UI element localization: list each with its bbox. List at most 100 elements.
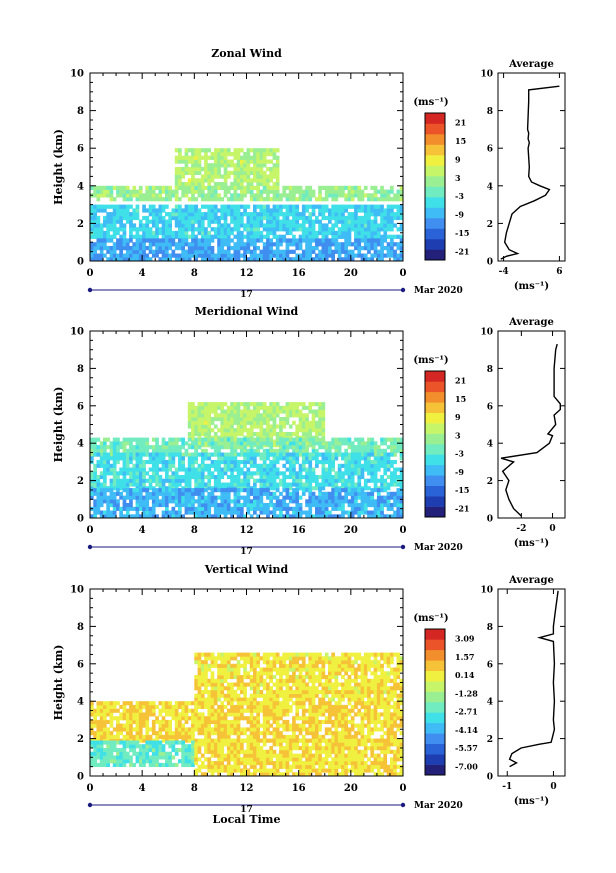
heatmap-cell — [210, 227, 215, 232]
heatmap-cell — [226, 163, 231, 168]
heatmap-cell — [246, 215, 251, 221]
heatmap-cell — [200, 475, 205, 480]
heatmap-cell — [357, 227, 362, 232]
heatmap-cell — [295, 456, 300, 461]
heatmap-cell — [168, 456, 172, 461]
heatmap-cell — [246, 170, 251, 175]
profile-y-tick-label: 10 — [480, 328, 493, 338]
heatmap-cell — [246, 227, 251, 232]
heatmap-cell — [301, 448, 306, 453]
heatmap-cell — [262, 253, 267, 258]
heatmap-cell — [380, 686, 384, 691]
heatmap-cell — [204, 152, 208, 157]
colorbar-swatch — [425, 123, 445, 135]
heatmap-cell — [236, 219, 241, 224]
heatmap-cell — [243, 675, 247, 680]
heatmap-cell — [390, 197, 394, 202]
heatmap-cell — [155, 234, 159, 239]
heatmap-cell — [301, 197, 306, 202]
heatmap-cell — [90, 445, 94, 450]
heatmap-cell — [285, 432, 290, 437]
heatmap-cell — [200, 417, 205, 422]
heatmap-cell — [197, 253, 202, 258]
heatmap-cell — [341, 514, 345, 519]
heatmap-cell — [396, 467, 401, 472]
heatmap-cell — [217, 227, 221, 232]
heatmap-cell — [350, 499, 355, 504]
heatmap-cell — [217, 219, 221, 224]
heatmap-cell — [213, 424, 218, 429]
heatmap-cell — [253, 506, 257, 511]
heatmap-cell — [161, 257, 166, 262]
heatmap-cell — [285, 402, 290, 407]
heatmap-cell — [321, 682, 326, 687]
heatmap-cell — [324, 441, 329, 446]
heatmap-cell — [266, 686, 270, 691]
heatmap-cell — [197, 690, 202, 695]
heatmap-cell — [210, 215, 215, 221]
heatmap-cell — [155, 242, 159, 247]
heatmap-cell — [217, 159, 221, 164]
heatmap-cell — [129, 246, 133, 251]
heatmap-cell — [181, 499, 185, 504]
heatmap-cell — [308, 215, 313, 221]
heatmap-cell — [223, 693, 228, 698]
heatmap-cell — [275, 170, 280, 175]
heatmap-cell — [311, 417, 316, 422]
heatmap-cell — [236, 204, 241, 209]
heatmap-cell — [243, 693, 247, 698]
heatmap-cell — [220, 686, 225, 691]
heatmap-cell — [253, 163, 257, 168]
heatmap-cell — [399, 499, 404, 504]
heatmap-cell — [363, 227, 368, 232]
heatmap-cell — [396, 506, 401, 511]
heatmap-cell — [112, 486, 117, 491]
heatmap-cell — [243, 690, 247, 695]
heatmap-cell — [350, 204, 355, 209]
heatmap-cell — [197, 491, 202, 496]
heatmap-cell — [220, 420, 225, 425]
heatmap-cell — [191, 249, 195, 254]
heatmap-cell — [272, 402, 277, 407]
heatmap-cell — [210, 155, 215, 160]
heatmap-cell — [200, 697, 205, 702]
x-tick-label: 4 — [139, 268, 146, 279]
heatmap-cell — [301, 402, 306, 407]
heatmap-cell — [367, 441, 371, 446]
heatmap-cell — [99, 460, 104, 465]
heatmap-cell — [360, 675, 365, 680]
heatmap-cell — [376, 234, 381, 239]
heatmap-cell — [390, 460, 394, 465]
heatmap-cell — [200, 690, 205, 695]
heatmap-cell — [399, 204, 404, 209]
heatmap-cell — [363, 675, 368, 680]
heatmap-cell — [350, 448, 355, 453]
heatmap-cell — [331, 663, 335, 668]
heatmap-cell — [259, 249, 264, 254]
heatmap-cell — [383, 197, 388, 202]
heatmap-cell — [253, 499, 257, 504]
heatmap-cell — [383, 488, 388, 493]
heatmap-cell — [148, 185, 153, 190]
heatmap-cell — [125, 478, 130, 483]
heatmap-cell — [393, 437, 397, 442]
heatmap-cell — [217, 656, 221, 661]
heatmap-cell — [145, 514, 150, 519]
heatmap-cell — [370, 242, 375, 247]
heatmap-cell — [109, 495, 114, 500]
heatmap-cell — [298, 197, 303, 202]
heatmap-cell — [103, 471, 107, 476]
heatmap-cell — [161, 223, 166, 228]
heatmap-cell — [321, 249, 326, 254]
heatmap-cell — [99, 246, 104, 251]
heatmap-cell — [223, 189, 228, 194]
heatmap-cell — [311, 445, 316, 450]
heatmap-cell — [334, 230, 339, 236]
heatmap-cell — [125, 189, 130, 194]
heatmap-cell — [240, 402, 244, 407]
heatmap-cell — [292, 456, 296, 461]
heatmap-cell — [272, 428, 277, 433]
heatmap-cell — [256, 204, 260, 209]
heatmap-cell — [331, 478, 335, 483]
heatmap-cell — [357, 663, 362, 668]
